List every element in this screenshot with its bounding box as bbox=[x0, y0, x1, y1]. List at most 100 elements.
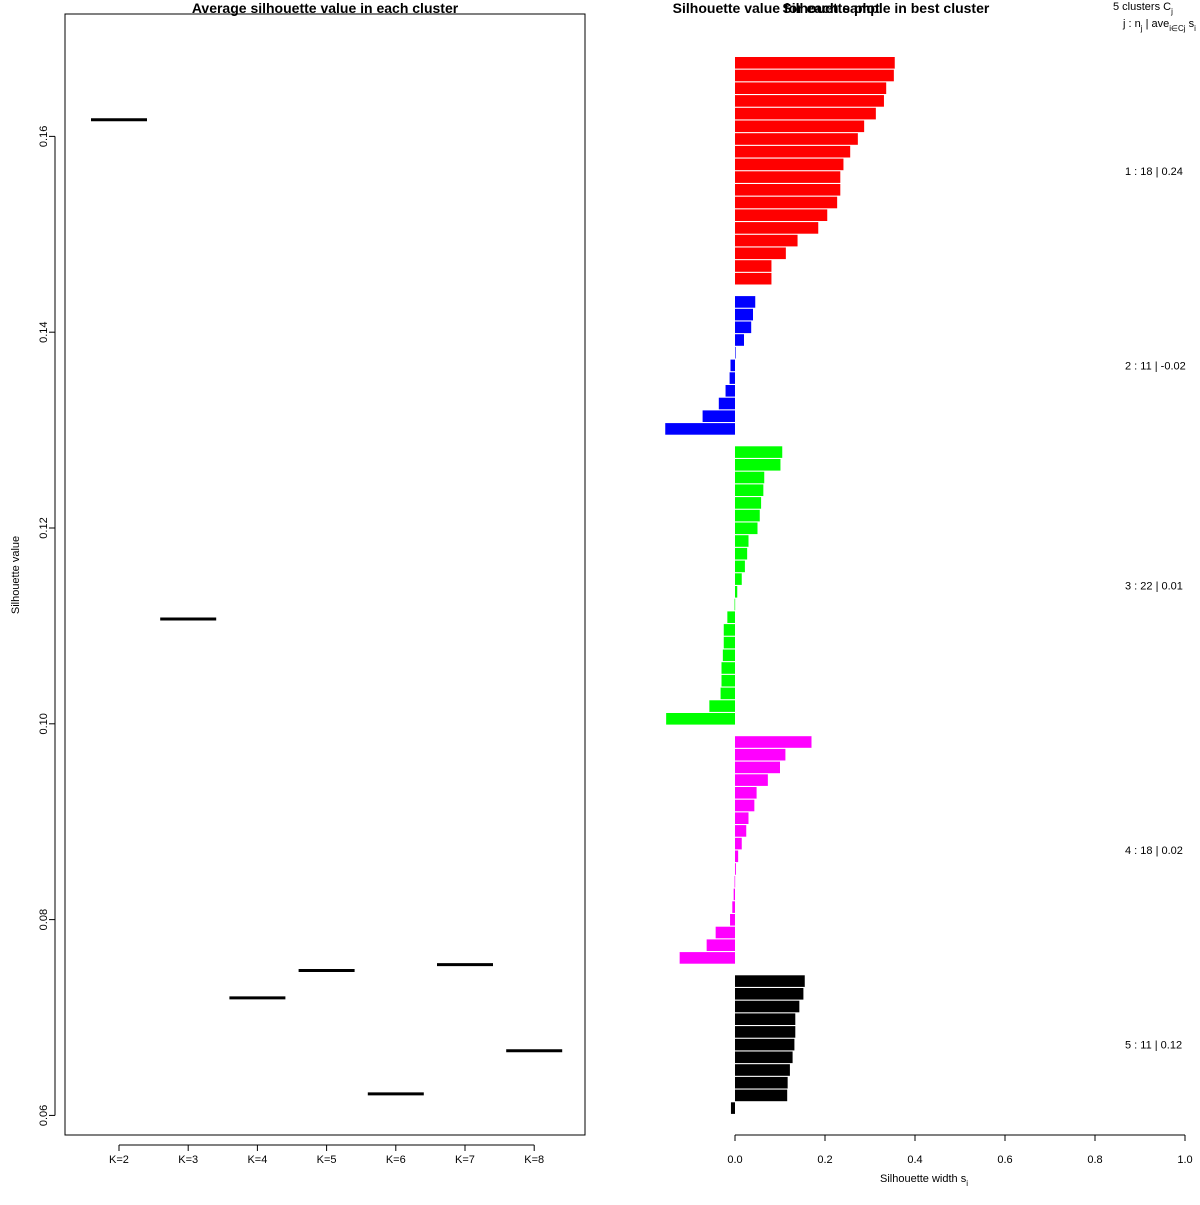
cluster-legend-label: 3 : 22 | 0.01 bbox=[1125, 580, 1183, 592]
silhouette-bar bbox=[735, 334, 744, 346]
right-x-axis-label-sub: i bbox=[966, 1179, 968, 1188]
silhouette-bar bbox=[735, 837, 742, 850]
silhouette-bar bbox=[679, 952, 735, 964]
legend-header-line1-sub: j bbox=[1170, 7, 1173, 16]
right-panel: Silhouette plot Silhouette value for eac… bbox=[665, 0, 1196, 1188]
silhouette-bar bbox=[725, 385, 735, 397]
silhouette-bar bbox=[666, 713, 735, 725]
cluster-legend-label: 4 : 18 | 0.02 bbox=[1125, 845, 1183, 857]
silhouette-bar bbox=[735, 145, 851, 158]
silhouette-bar bbox=[735, 774, 768, 786]
legend-header-line2-b: | ave bbox=[1143, 18, 1170, 30]
left-x-tick-label: K=8 bbox=[524, 1154, 544, 1166]
left-y-axis: 0.06 0.08 0.10 0.12 0.14 0.16 bbox=[38, 126, 56, 1126]
silhouette-bar bbox=[735, 272, 772, 285]
silhouette-bar bbox=[735, 69, 894, 82]
silhouette-bar bbox=[735, 209, 828, 221]
silhouette-bar bbox=[706, 939, 735, 951]
legend-header-line2-c: s bbox=[1186, 18, 1195, 30]
silhouette-bar bbox=[735, 82, 887, 94]
silhouette-bar bbox=[735, 736, 812, 748]
legend-header-line2-c-sub: i bbox=[1194, 24, 1196, 33]
silhouette-bar bbox=[735, 560, 745, 573]
silhouette-bar bbox=[727, 611, 735, 623]
left-y-tick-label: 0.14 bbox=[38, 321, 50, 342]
right-x-axis-label: Silhouette width si bbox=[880, 1173, 968, 1188]
silhouette-bar bbox=[715, 926, 735, 939]
silhouette-bar bbox=[735, 535, 749, 547]
left-y-tick-label: 0.06 bbox=[38, 1105, 50, 1126]
right-overlap-title: Silhouette plot bbox=[782, 0, 880, 16]
right-chart-title: Silhouette value for each sample in best… bbox=[673, 0, 990, 16]
right-x-tick-label: 0.4 bbox=[907, 1154, 922, 1166]
silhouette-bar bbox=[735, 586, 738, 598]
silhouette-bar bbox=[735, 133, 858, 145]
left-y-tick-label: 0.12 bbox=[38, 517, 50, 538]
silhouette-bar bbox=[735, 484, 764, 496]
silhouette-bar bbox=[734, 875, 736, 888]
silhouette-bar bbox=[735, 799, 755, 812]
silhouette-bar bbox=[735, 1076, 788, 1089]
right-x-tick-label: 0.8 bbox=[1087, 1154, 1102, 1166]
silhouette-bar bbox=[735, 95, 884, 107]
silhouette-bar bbox=[735, 812, 749, 824]
left-x-axis: K=2 K=3 K=4 K=5 K=6 K=7 K=8 bbox=[109, 1144, 544, 1166]
legend-header-line1-text: 5 clusters C bbox=[1113, 1, 1171, 13]
silhouette-bar bbox=[734, 598, 736, 611]
silhouette-bar bbox=[735, 509, 760, 522]
silhouette-bar bbox=[735, 184, 841, 196]
legend-header-line2-a-sub: j bbox=[1140, 24, 1143, 33]
silhouette-bar bbox=[735, 57, 895, 69]
silhouette-bar bbox=[730, 1102, 735, 1114]
silhouette-bar bbox=[735, 748, 786, 761]
silhouette-bar bbox=[735, 1051, 793, 1064]
silhouette-bar bbox=[735, 787, 757, 799]
legend-header-line2-b-sub: i∈Cj bbox=[1169, 24, 1186, 33]
silhouette-bar bbox=[735, 459, 781, 471]
silhouette-bar bbox=[735, 547, 748, 560]
silhouette-bar bbox=[702, 410, 735, 422]
left-x-tick-label: K=5 bbox=[317, 1154, 337, 1166]
silhouette-bar bbox=[735, 761, 780, 774]
left-y-tick-label: 0.08 bbox=[38, 909, 50, 930]
silhouette-bar bbox=[723, 636, 735, 649]
legend-header-line2: j : nj | avei∈Cj si bbox=[1122, 18, 1196, 33]
silhouette-bar bbox=[735, 522, 758, 535]
cluster-legend-label: 2 : 11 | -0.02 bbox=[1125, 360, 1186, 372]
silhouette-bar bbox=[735, 573, 742, 585]
silhouette-bar bbox=[735, 988, 804, 1000]
silhouette-bar bbox=[735, 308, 753, 321]
silhouette-bar bbox=[735, 850, 739, 863]
silhouette-bar bbox=[735, 158, 844, 171]
right-x-axis: 0.0 0.2 0.4 0.6 0.8 1.0 bbox=[727, 1134, 1193, 1166]
silhouette-bar bbox=[735, 471, 765, 484]
left-plot-frame bbox=[64, 13, 586, 1136]
left-x-tick-label: K=3 bbox=[178, 1154, 198, 1166]
left-y-tick-label: 0.10 bbox=[38, 713, 50, 734]
right-legend: 1 : 18 | 0.24 2 : 11 | -0.02 3 : 22 | 0.01… bbox=[1125, 166, 1186, 1052]
silhouette-bar bbox=[735, 825, 747, 837]
silhouette-bar bbox=[735, 171, 841, 183]
silhouette-bar bbox=[735, 247, 786, 260]
right-bars bbox=[665, 57, 895, 1114]
silhouette-bar bbox=[718, 397, 735, 410]
silhouette-bar bbox=[735, 346, 736, 359]
silhouette-bar bbox=[735, 1013, 796, 1025]
silhouette-bar bbox=[735, 321, 752, 334]
silhouette-bar bbox=[722, 649, 735, 662]
silhouette-bar bbox=[730, 359, 735, 372]
right-x-tick-label: 1.0 bbox=[1177, 1154, 1192, 1166]
right-x-axis-label-text: Silhouette width s bbox=[880, 1173, 967, 1185]
silhouette-bar bbox=[735, 1000, 800, 1013]
legend-header-line1: 5 clusters Cj bbox=[1113, 1, 1173, 16]
silhouette-bar bbox=[735, 1089, 788, 1102]
silhouette-bar bbox=[729, 372, 735, 384]
left-y-axis-label: Silhouette value bbox=[10, 536, 22, 614]
silhouette-bar bbox=[730, 914, 735, 926]
legend-header-line2-a: j : n bbox=[1122, 18, 1141, 30]
silhouette-bar bbox=[665, 423, 735, 435]
left-x-tick-label: K=2 bbox=[109, 1154, 129, 1166]
silhouette-bar bbox=[735, 222, 819, 234]
silhouette-bar bbox=[735, 1026, 796, 1038]
